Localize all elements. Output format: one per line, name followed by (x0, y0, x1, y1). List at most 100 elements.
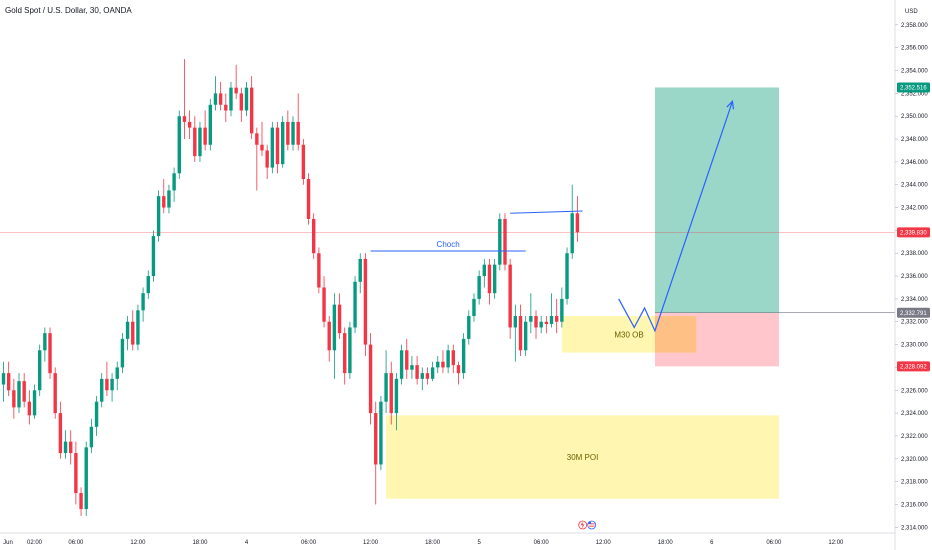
x-tick-label: 12:00 (596, 540, 612, 546)
price-badge (897, 307, 930, 318)
price-badge (897, 82, 930, 93)
candle-body (187, 121, 192, 128)
x-tick-label: 12:00 (130, 540, 146, 546)
candle-body (84, 447, 88, 510)
candle-body (115, 367, 119, 379)
target-zone (654, 87, 779, 313)
candle-body (317, 253, 321, 288)
candle-body (399, 350, 404, 379)
candle-body (17, 381, 21, 408)
candle-body (69, 441, 73, 454)
candle-body (270, 127, 275, 168)
candle-body (260, 144, 264, 151)
candle-body (224, 104, 228, 111)
x-tick-label: 06:00 (534, 540, 550, 546)
price-badge (897, 227, 930, 238)
candle-body (280, 121, 285, 165)
y-tick-label: 2,332.000 (901, 320, 928, 326)
candle-body (405, 350, 409, 370)
y-tick-label: 2,346.000 (901, 160, 928, 166)
candle-body (234, 87, 238, 94)
x-tick-label: 4 (245, 540, 249, 546)
candle-body (213, 93, 218, 105)
candle-body (141, 293, 145, 311)
candle-body (110, 378, 114, 391)
candle-body (368, 344, 373, 414)
candle-body (255, 133, 259, 145)
candle-body (420, 373, 424, 379)
price-badge-label: 2,352.516 (900, 86, 927, 92)
poi-zone (386, 415, 779, 499)
y-tick-label: 2,350.000 (901, 114, 928, 120)
candle-body (6, 373, 11, 391)
candle-body (322, 287, 326, 322)
x-tick-label: 18:00 (425, 540, 441, 546)
candle-body (410, 365, 414, 370)
candle-body (218, 93, 223, 105)
candle-body (565, 253, 569, 299)
candle-body (456, 365, 461, 374)
candle-body (193, 127, 197, 157)
candle-body (575, 213, 580, 233)
high-line (510, 210, 583, 214)
y-tick-label: 2,322.000 (901, 434, 928, 440)
y-tick-label: 2,314.000 (901, 525, 928, 531)
time-axis-panel (0, 533, 895, 550)
x-tick-label: 06:00 (68, 540, 84, 546)
candle-body (208, 104, 212, 145)
y-tick-label: 2,318.000 (901, 480, 928, 486)
x-tick-label: 6 (710, 540, 714, 546)
y-tick-label: 2,336.000 (901, 274, 928, 280)
y-tick-label: 2,324.000 (901, 411, 928, 417)
candle-body (58, 413, 63, 454)
candle-body (105, 378, 109, 391)
candle-body (131, 321, 135, 345)
candle-body (430, 367, 435, 379)
y-tick-label: 2,334.000 (901, 297, 928, 303)
candle-body (394, 378, 399, 414)
candle-body (203, 127, 207, 145)
candle-body (374, 413, 378, 465)
candle-body (12, 390, 16, 408)
candle-body (27, 401, 32, 416)
ob-overlap (654, 316, 697, 353)
candle-body (125, 321, 130, 339)
candle-body (534, 316, 538, 328)
candle-body (239, 93, 244, 111)
candle-body (554, 316, 559, 322)
candle-body (94, 401, 99, 427)
candle-body (389, 373, 393, 414)
candle-body (363, 258, 368, 345)
candle-body (249, 87, 254, 134)
candle-body (451, 350, 455, 366)
x-tick-label: 06:00 (301, 540, 317, 546)
currency-label: USD (905, 9, 918, 15)
y-tick-label: 2,344.000 (901, 183, 928, 189)
candle-body (89, 426, 94, 448)
y-tick-label: 2,330.000 (901, 343, 928, 349)
candle-body (384, 373, 388, 402)
x-tick-label: 5 (477, 540, 481, 546)
candle-body (498, 218, 502, 265)
ob-label: M30 OB (614, 330, 643, 339)
candle-body (523, 321, 528, 351)
candle-body (327, 321, 331, 351)
candle-body (529, 316, 533, 322)
candle-body (275, 127, 280, 165)
candle-body (560, 298, 564, 322)
candle-body (503, 218, 507, 265)
y-tick-label: 2,352.000 (901, 91, 928, 97)
candle-body (1, 373, 6, 385)
candle-body (379, 401, 383, 465)
x-tick-label: 06:00 (766, 540, 782, 546)
candle-body (492, 264, 497, 294)
y-tick-label: 2,356.000 (901, 46, 928, 52)
y-tick-label: 2,348.000 (901, 137, 928, 143)
x-tick-label: 12:00 (828, 540, 844, 546)
candle-body (306, 179, 311, 219)
candle-body (446, 350, 450, 368)
y-tick-label: 2,316.000 (901, 502, 928, 508)
projection-path (618, 101, 734, 333)
candle-body (291, 121, 295, 145)
